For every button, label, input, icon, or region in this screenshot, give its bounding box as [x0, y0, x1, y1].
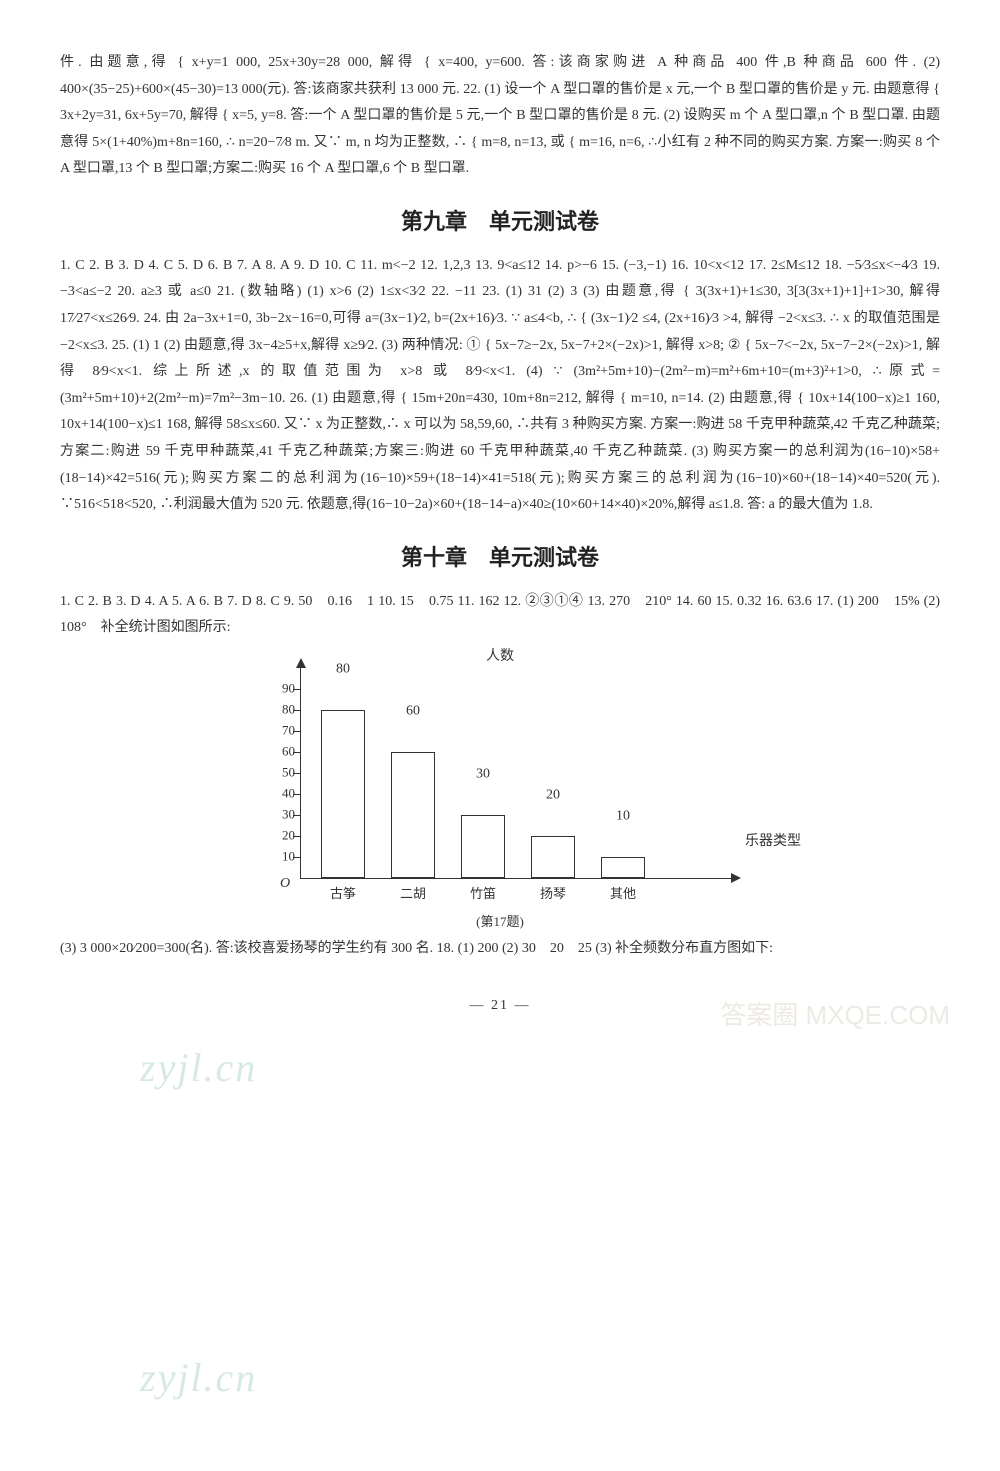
bar [601, 857, 645, 878]
y-tick-label: 80 [265, 697, 295, 722]
y-tick-label: 90 [265, 676, 295, 701]
chapter9-paragraph: 1. C 2. B 3. D 4. C 5. D 6. B 7. A 8. A … [60, 253, 940, 519]
bar-value-label: 20 [531, 783, 575, 810]
y-tick-label: 70 [265, 718, 295, 743]
y-tick-label: 20 [265, 823, 295, 848]
bar-value-label: 30 [461, 762, 505, 789]
bar [531, 836, 575, 878]
x-axis-label: 乐器类型 [745, 829, 801, 856]
x-tick-label: 扬琴 [523, 882, 583, 907]
y-tick-label: 60 [265, 739, 295, 764]
y-axis-label: 人数 [486, 644, 514, 671]
page: zyjl.cn zyjl.cn 答案圈 MXQE.COM 件. 由题意,得 { … [60, 50, 940, 1020]
bar [321, 710, 365, 878]
arrow-y-icon [296, 658, 306, 668]
page-number: — 21 — [60, 993, 940, 1020]
figure-caption: (第17题) [476, 910, 524, 935]
plot-area: 乐器类型 10203040506070809080古筝60二胡30竹笛20扬琴1… [300, 668, 731, 879]
watermark-1: zyjl.cn [140, 1030, 257, 1106]
bar [391, 752, 435, 878]
chapter10-paragraph-1: 1. C 2. B 3. D 4. A 5. A 6. B 7. D 8. C … [60, 589, 940, 642]
y-tick-label: 40 [265, 781, 295, 806]
watermark-2: zyjl.cn [140, 1340, 257, 1416]
x-tick-label: 其他 [593, 882, 653, 907]
y-tick-label: 10 [265, 844, 295, 869]
y-tick-label: 30 [265, 802, 295, 827]
bar-value-label: 80 [321, 657, 365, 684]
x-tick-label: 古筝 [313, 882, 373, 907]
origin-label: O [280, 871, 290, 898]
x-tick-label: 竹笛 [453, 882, 513, 907]
bar [461, 815, 505, 878]
bar-value-label: 60 [391, 699, 435, 726]
chapter10-paragraph-2: (3) 3 000×20⁄200=300(名). 答:该校喜爱扬琴的学生约有 3… [60, 936, 940, 963]
arrow-x-icon [731, 873, 741, 883]
chart-container: 人数 O 乐器类型 10203040506070809080古筝60二胡30竹笛… [60, 648, 940, 935]
intro-paragraph: 件. 由题意,得 { x+y=1 000, 25x+30y=28 000, 解得… [60, 50, 940, 183]
chapter10-title: 第十章 单元测试卷 [60, 537, 940, 579]
chapter9-title: 第九章 单元测试卷 [60, 201, 940, 243]
y-tick-label: 50 [265, 760, 295, 785]
bar-value-label: 10 [601, 804, 645, 831]
bar-chart: 人数 O 乐器类型 10203040506070809080古筝60二胡30竹笛… [240, 648, 760, 908]
x-tick-label: 二胡 [383, 882, 443, 907]
